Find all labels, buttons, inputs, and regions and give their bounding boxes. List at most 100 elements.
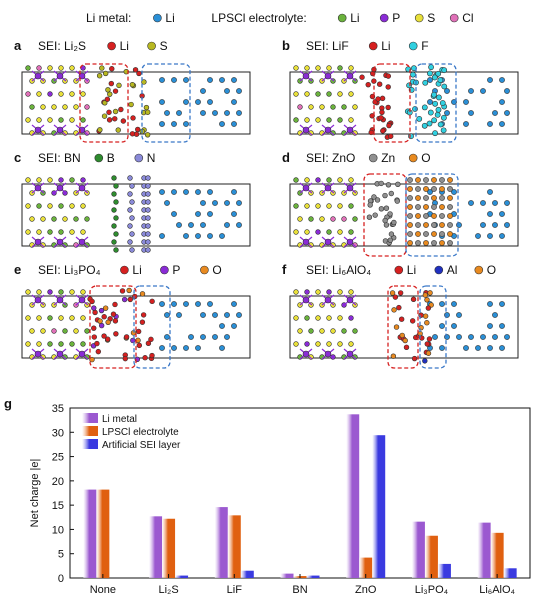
electrolyte-atom: [326, 91, 332, 97]
electrolyte-atom: [47, 65, 53, 71]
phosphorus-atom: [34, 184, 42, 192]
electrolyte-atom: [304, 91, 310, 97]
sei-atom: [118, 106, 124, 113]
panel-legend-atom-label: B: [107, 151, 115, 165]
sei-atom: [126, 287, 132, 294]
sei-atom: [129, 247, 135, 253]
sei-atom: [423, 195, 429, 201]
li-metal-atom: [195, 301, 201, 307]
electrolyte-atom: [341, 216, 347, 222]
li-metal-atom: [176, 222, 182, 228]
sei-atom: [112, 318, 119, 324]
phosphorus-atom: [302, 184, 310, 192]
electrolyte-atom: [337, 289, 343, 295]
electrolyte-atom: [80, 315, 86, 321]
electrolyte-atom: [40, 328, 46, 334]
fluorine-atom: [427, 70, 433, 77]
fluorine-atom: [441, 83, 448, 90]
electrolyte-atom: [330, 216, 336, 222]
li-metal-atom: [224, 222, 230, 228]
panel-c: c SEI: BN B N: [14, 150, 251, 253]
li-metal-atom: [164, 110, 170, 116]
sei-atom: [365, 81, 371, 88]
phosphorus-atom: [324, 184, 332, 192]
li-metal-atom: [499, 211, 505, 217]
panel-b: b SEI: LiF Li F: [282, 38, 519, 143]
sei-atom: [380, 128, 386, 134]
interface-region-metal: [405, 173, 459, 257]
panel-legend-atom-label: P: [172, 263, 180, 277]
electrolyte-atom: [47, 315, 53, 321]
sei-atom: [447, 195, 453, 201]
electrolyte-atom: [341, 104, 347, 110]
panel-legend-atom-icon: [368, 41, 378, 51]
sei-atom: [127, 239, 133, 245]
interface-region-electrolyte: [387, 285, 419, 369]
sei-atom: [97, 318, 103, 324]
sei-atom: [113, 247, 119, 253]
electrolyte-atom: [341, 328, 347, 334]
li-metal-atom: [492, 110, 498, 116]
fluorine-atom: [435, 106, 442, 113]
fluorine-atom: [428, 64, 434, 71]
electrolyte-atom: [58, 289, 64, 295]
panel-letter: f: [282, 262, 287, 277]
sei-atom: [427, 290, 433, 296]
interface-region-metal: [419, 285, 447, 369]
li-metal-atom: [171, 345, 177, 351]
li-metal-atom: [224, 88, 230, 94]
li-metal-atom: [219, 345, 225, 351]
li-metal-atom: [164, 334, 170, 340]
phosphorus-atom: [34, 126, 42, 134]
li-metal-atom: [212, 200, 218, 206]
sei-atom: [393, 324, 400, 330]
electrolyte-atom: [337, 65, 343, 71]
nitrogen-atom: [145, 199, 151, 205]
sei-atom: [398, 316, 405, 322]
panel-title: SEI: BN: [38, 151, 81, 165]
li-metal-atom: [159, 345, 165, 351]
electrolyte-atom: [84, 104, 90, 110]
panel-legend-atom-icon: [94, 153, 104, 163]
electrolyte-atom: [348, 289, 354, 295]
electrolyte-atom: [352, 354, 358, 360]
fluorine-atom: [437, 121, 444, 128]
electrolyte-atom: [348, 341, 354, 347]
li-metal-atom: [499, 99, 505, 105]
li-metal-atom: [207, 211, 213, 217]
sei-atom: [415, 195, 421, 201]
sei-atom: [423, 213, 429, 219]
electrolyte-atom: [40, 354, 46, 360]
electrolyte-atom: [36, 117, 42, 123]
electrolyte-atom: [297, 104, 303, 110]
legend-label: Artificial SEI layer: [102, 440, 181, 451]
sei-atom: [447, 231, 453, 237]
sei-atom: [385, 73, 392, 79]
electrolyte-atom: [69, 341, 75, 347]
electrolyte-atom: [47, 229, 53, 235]
sei-atom: [439, 195, 445, 201]
legend-swatch: [82, 426, 98, 436]
li-metal-atom: [504, 200, 510, 206]
electrolyte-atom: [330, 242, 336, 248]
phosphorus-atom: [324, 296, 332, 304]
sei-atom: [149, 298, 155, 305]
sei-atom: [425, 305, 432, 311]
panel-legend-atom-label: N: [147, 151, 156, 165]
electrolyte-atom: [304, 341, 310, 347]
nitrogen-atom: [145, 191, 151, 197]
li-metal-atom: [231, 323, 237, 329]
li-metal-atom: [487, 189, 493, 195]
sei-atom: [129, 231, 135, 237]
sei-atom: [431, 177, 437, 183]
legend-atom-label: S: [427, 11, 435, 25]
sei-atom: [148, 336, 154, 343]
sei-atom: [104, 96, 111, 102]
sei-atom: [424, 341, 430, 347]
li-metal-atom: [212, 312, 218, 318]
sei-atom: [122, 355, 128, 362]
phosphorus-atom: [346, 184, 354, 192]
li-metal-atom: [195, 189, 201, 195]
fluorine-atom: [421, 104, 428, 111]
electrolyte-atom: [47, 341, 53, 347]
